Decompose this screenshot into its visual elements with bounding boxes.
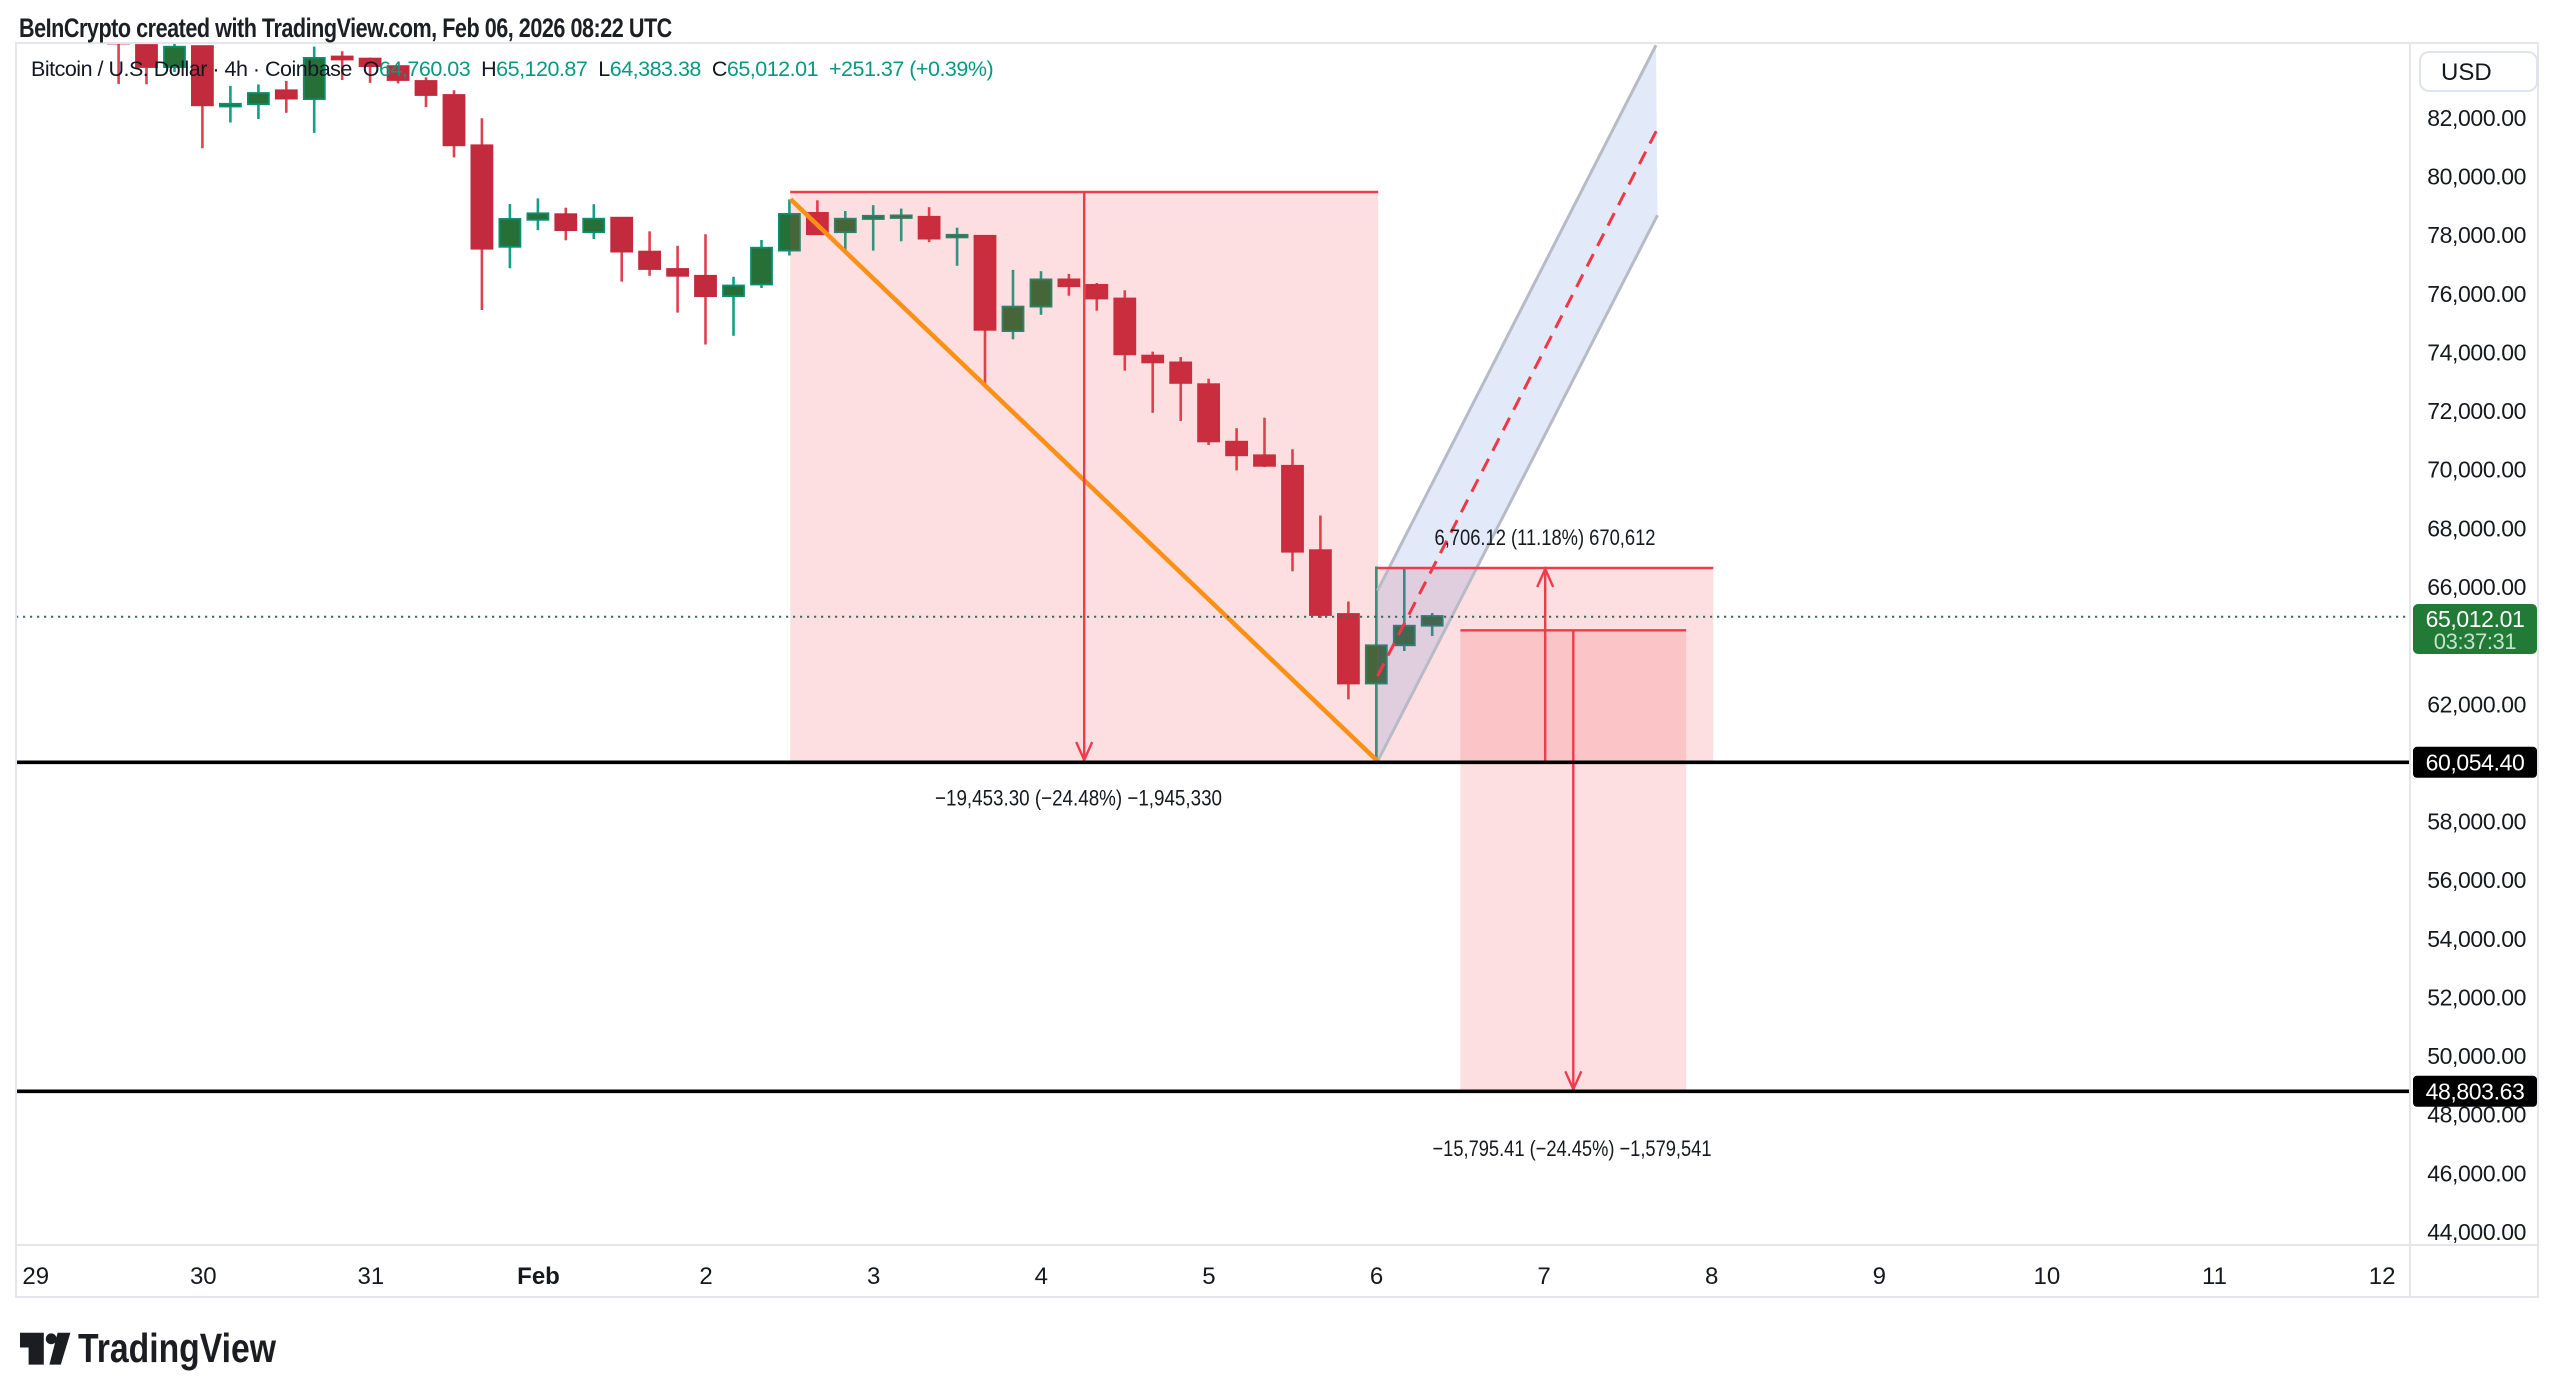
svg-text:82,000.00: 82,000.00 — [2427, 105, 2526, 131]
svg-text:62,000.00: 62,000.00 — [2427, 691, 2526, 717]
svg-text:TradingView: TradingView — [78, 1325, 276, 1371]
svg-text:2: 2 — [699, 1263, 712, 1290]
svg-text:31: 31 — [358, 1263, 385, 1290]
svg-text:5: 5 — [1202, 1263, 1215, 1290]
svg-text:78,000.00: 78,000.00 — [2427, 222, 2526, 248]
svg-text:30: 30 — [190, 1263, 217, 1290]
svg-text:76,000.00: 76,000.00 — [2427, 281, 2526, 307]
svg-text:Feb: Feb — [517, 1263, 560, 1290]
svg-text:10: 10 — [2034, 1263, 2061, 1290]
svg-text:03:37:31: 03:37:31 — [2434, 629, 2517, 654]
svg-text:8: 8 — [1705, 1263, 1718, 1290]
svg-text:7: 7 — [1537, 1263, 1550, 1290]
svg-text:6: 6 — [1370, 1263, 1383, 1290]
svg-text:29: 29 — [22, 1263, 49, 1290]
svg-text:12: 12 — [2369, 1263, 2396, 1290]
svg-text:60,054.40: 60,054.40 — [2426, 749, 2525, 775]
svg-text:9: 9 — [1873, 1263, 1886, 1290]
svg-text:65,012.01: 65,012.01 — [2426, 606, 2525, 632]
svg-text:56,000.00: 56,000.00 — [2427, 867, 2526, 893]
svg-text:11: 11 — [2202, 1263, 2227, 1290]
svg-text:48,803.63: 48,803.63 — [2426, 1078, 2525, 1104]
svg-text:72,000.00: 72,000.00 — [2427, 398, 2526, 424]
svg-text:6,706.12 (11.18%) 670,612: 6,706.12 (11.18%) 670,612 — [1435, 525, 1656, 550]
svg-text:4: 4 — [1035, 1263, 1048, 1290]
svg-text:54,000.00: 54,000.00 — [2427, 926, 2526, 952]
svg-text:−19,453.30 (−24.48%) −1,945,33: −19,453.30 (−24.48%) −1,945,330 — [935, 786, 1222, 811]
svg-text:68,000.00: 68,000.00 — [2427, 515, 2526, 541]
svg-text:46,000.00: 46,000.00 — [2427, 1160, 2526, 1186]
svg-text:−15,795.41 (−24.45%) −1,579,54: −15,795.41 (−24.45%) −1,579,541 — [1433, 1136, 1712, 1161]
svg-text:3: 3 — [867, 1263, 880, 1290]
svg-text:70,000.00: 70,000.00 — [2427, 457, 2526, 483]
svg-text:50,000.00: 50,000.00 — [2427, 1043, 2526, 1069]
svg-text:USD: USD — [2441, 59, 2492, 86]
svg-text:58,000.00: 58,000.00 — [2427, 809, 2526, 835]
svg-text:66,000.00: 66,000.00 — [2427, 574, 2526, 600]
svg-text:74,000.00: 74,000.00 — [2427, 340, 2526, 366]
svg-text:52,000.00: 52,000.00 — [2427, 985, 2526, 1011]
svg-text:80,000.00: 80,000.00 — [2427, 164, 2526, 190]
svg-text:44,000.00: 44,000.00 — [2427, 1219, 2526, 1245]
